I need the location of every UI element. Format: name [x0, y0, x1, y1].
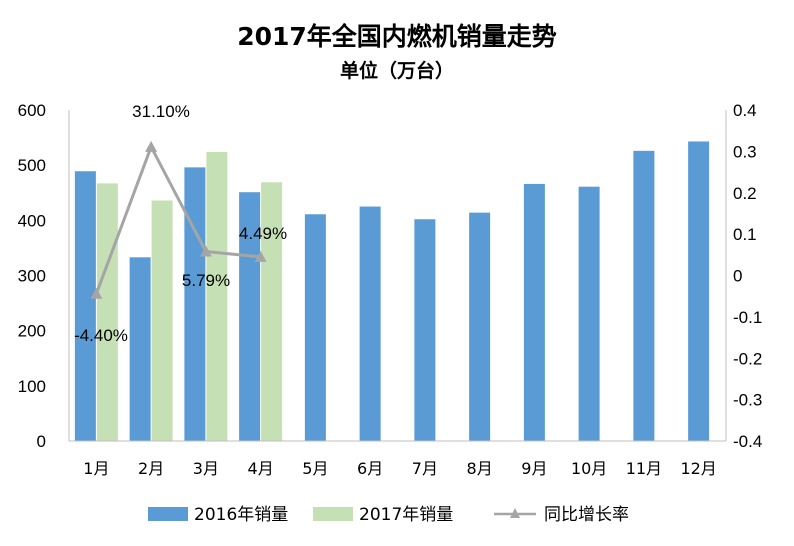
growth-line: [90, 140, 267, 299]
category-label: 3月: [193, 459, 219, 478]
bar-2016: [129, 257, 151, 441]
bar-2017: [206, 151, 228, 441]
legend: 2016年销量 2017年销量 同比增长率: [148, 505, 629, 525]
right-tick-label: -0.4: [733, 432, 762, 451]
growth-rate-line: [94, 145, 261, 295]
left-tick-label: 300: [18, 267, 46, 286]
bar-2016: [414, 219, 436, 441]
bar-2016: [578, 186, 600, 441]
growth-rate-point: [145, 140, 158, 152]
right-tick-label: 0.4: [733, 101, 757, 120]
right-tick-label: 0.3: [733, 142, 757, 161]
category-label: 1月: [83, 459, 109, 478]
right-axis-ticks: -0.4 -0.3 -0.2 -0.1 0 0.1 0.2 0.3 0.4: [733, 101, 762, 451]
category-label: 9月: [521, 459, 547, 478]
legend-label-2017: 2017年销量: [359, 505, 453, 525]
growth-data-label: -4.40%: [74, 326, 128, 345]
growth-data-label: 4.49%: [239, 224, 287, 243]
growth-rate-point: [199, 245, 212, 257]
category-label: 7月: [412, 459, 438, 478]
category-label: 2月: [138, 459, 164, 478]
bar-2016: [469, 212, 491, 441]
growth-rate-point: [254, 250, 267, 262]
category-label: 8月: [467, 459, 493, 478]
bar-2016: [184, 167, 206, 441]
right-tick-label: -0.1: [733, 308, 762, 327]
category-label: 6月: [357, 459, 383, 478]
legend-marker-growth: [510, 508, 520, 518]
left-axis-ticks: 0 100 200 300 400 500 600: [18, 101, 46, 451]
growth-data-label: 31.10%: [132, 102, 190, 121]
legend-label-2016: 2016年销量: [194, 505, 288, 525]
left-tick-label: 600: [18, 101, 46, 120]
right-tick-label: 0: [733, 267, 742, 286]
axes: [68, 110, 727, 442]
bar-2016: [304, 214, 326, 441]
bar-2016: [74, 171, 96, 442]
bar-2016: [688, 141, 710, 441]
bar-2017: [261, 182, 283, 442]
category-labels: 1月 2月 3月 4月 5月 6月 7月 8月 9月 10月 11月 12月: [83, 459, 717, 478]
right-tick-label: 0.1: [733, 225, 757, 244]
left-tick-label: 500: [18, 156, 46, 175]
bar-2017: [96, 183, 118, 441]
bar-2016: [633, 150, 655, 441]
right-tick-label: 0.2: [733, 184, 757, 203]
left-tick-label: 100: [18, 377, 46, 396]
bar-2016: [523, 183, 545, 441]
category-label: 4月: [248, 459, 274, 478]
category-label: 10月: [571, 459, 607, 478]
category-label: 12月: [680, 459, 716, 478]
data-labels: -4.40% 31.10% 5.79% 4.49%: [74, 102, 287, 345]
left-tick-label: 200: [18, 322, 46, 341]
right-tick-label: -0.2: [733, 349, 762, 368]
right-tick-label: -0.3: [733, 391, 762, 410]
bars: [74, 141, 710, 442]
left-tick-label: 400: [18, 211, 46, 230]
legend-swatch-2016: [148, 507, 188, 521]
growth-rate-point: [90, 287, 103, 299]
legend-label-growth: 同比增长率: [544, 505, 629, 525]
category-label: 11月: [626, 459, 662, 478]
category-label: 5月: [302, 459, 328, 478]
bar-2016: [359, 206, 381, 441]
legend-swatch-2017: [313, 507, 353, 521]
left-tick-label: 0: [37, 432, 46, 451]
growth-data-label: 5.79%: [182, 271, 230, 290]
bar-2017: [151, 200, 173, 441]
chart-subtitle: 单位（万台）: [340, 59, 454, 82]
chart-title: 2017年全国内燃机销量走势: [237, 22, 557, 51]
